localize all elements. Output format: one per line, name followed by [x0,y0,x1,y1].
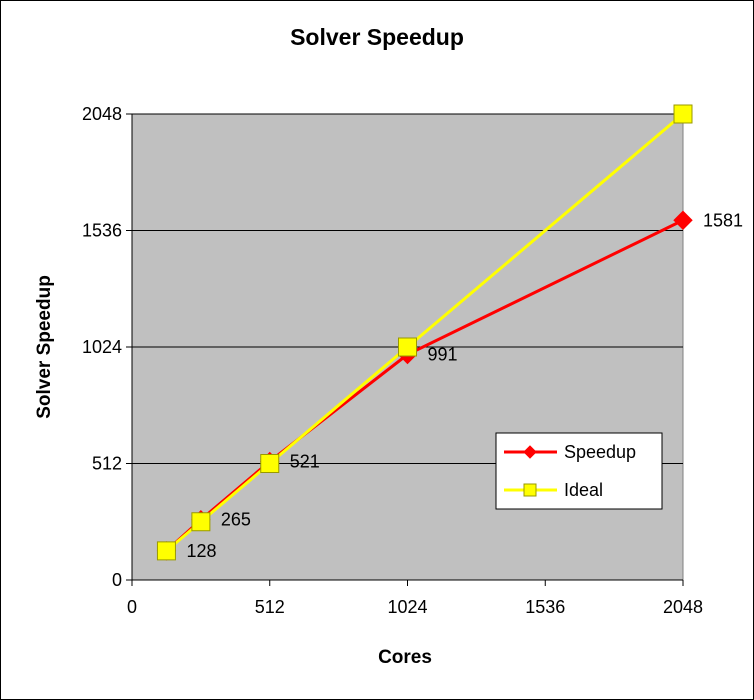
x-tick-label-2: 1024 [387,597,427,617]
x-axis-title: Cores [378,647,432,668]
point-ideal-0 [156,541,176,561]
point-speedup-4 [673,210,693,230]
point-ideal-4 [673,104,693,124]
y-tick-label-3: 1536 [82,221,122,241]
point-ideal-2 [260,454,280,473]
data-label-speedup-4: 1581 [703,210,743,230]
y-axis-title: Solver Speedup [34,275,55,419]
point-ideal-1 [191,512,211,532]
legend-marker-ideal [523,483,537,497]
y-tick-label-0: 0 [112,570,122,590]
y-tick-label-2: 1024 [82,337,122,357]
x-tick-label-3: 1536 [525,597,565,617]
y-tick-label-1: 512 [92,454,122,474]
legend-marker-speedup [523,445,537,459]
x-tick-label-0: 0 [127,597,137,617]
legend: Speedup Ideal [495,432,663,510]
data-label-speedup-0: 128 [186,541,216,561]
y-tick-label-4: 2048 [82,104,122,124]
legend-label-speedup: Speedup [564,442,636,462]
point-ideal-3 [398,337,417,357]
data-label-speedup-2: 521 [290,451,320,471]
x-tick-label-4: 2048 [663,597,703,617]
chart-title: Solver Speedup [290,24,464,50]
legend-label-ideal: Ideal [564,480,603,500]
data-label-speedup-3: 991 [428,345,458,365]
x-tick-label-1: 512 [255,597,285,617]
data-label-speedup-1: 265 [221,510,251,530]
